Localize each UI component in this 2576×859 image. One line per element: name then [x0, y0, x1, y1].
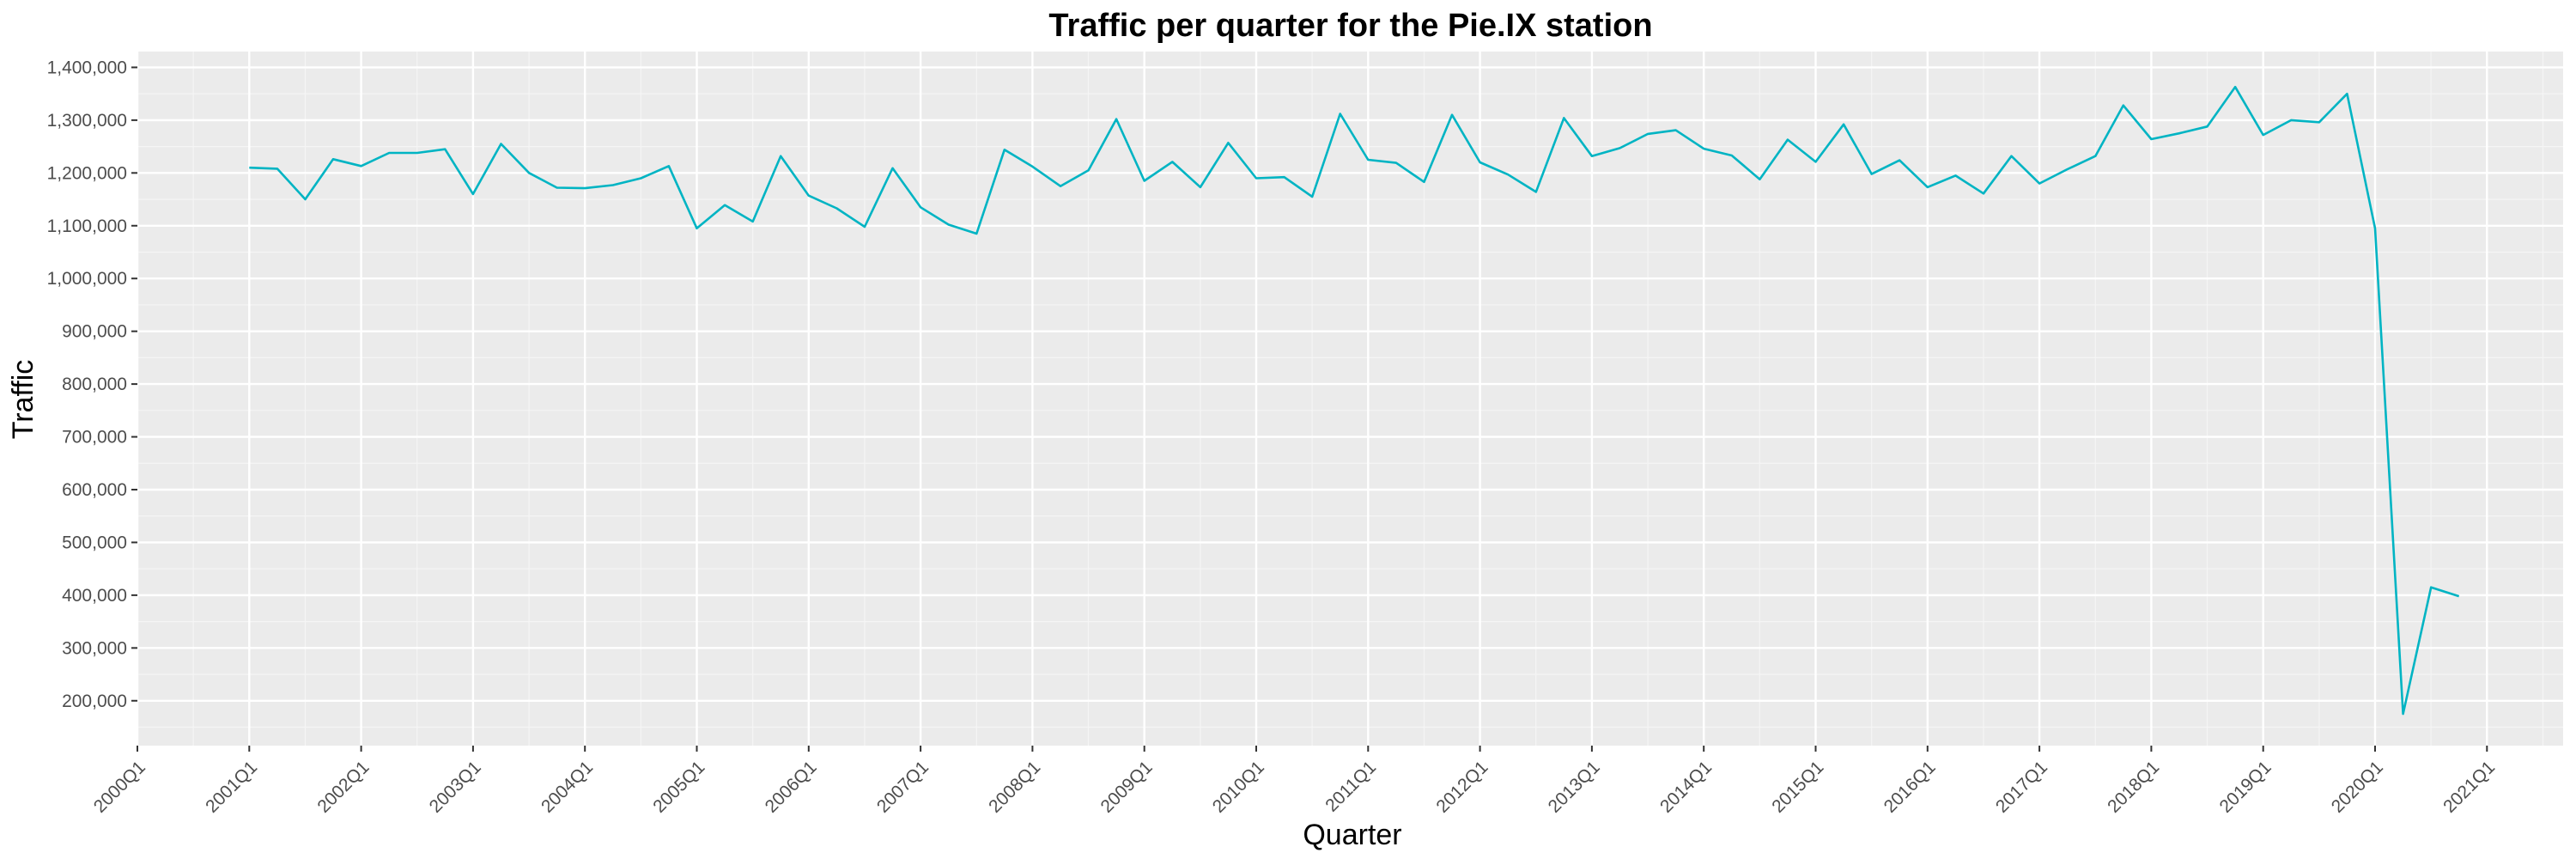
x-axis-title: Quarter [1303, 819, 1401, 851]
y-axis: 200,000 300,000 400,000 500,000 600,000 700,0… [47, 58, 137, 711]
y-tick-label: 1,100,000 [47, 216, 127, 236]
y-tick-label: 900,000 [62, 322, 127, 342]
y-tick-label: 500,000 [62, 533, 127, 552]
y-tick-label: 400,000 [62, 586, 127, 606]
y-tick-label: 700,000 [62, 428, 127, 448]
y-tick-label: 1,200,000 [47, 163, 127, 183]
chart-title: Traffic per quarter for the Pie.IX stati… [1048, 8, 1652, 44]
grid-lines [136, 52, 2563, 746]
y-tick-label: 600,000 [62, 480, 127, 500]
series-layer [249, 85, 2460, 716]
y-tick-label: 1,300,000 [47, 111, 127, 131]
y-tick-label: 1,400,000 [47, 58, 127, 77]
y-tick-label: 800,000 [62, 375, 127, 394]
y-tick-label: 200,000 [62, 691, 127, 711]
y-tick-label: 1,000,000 [47, 269, 127, 289]
y-tick-label: 300,000 [62, 638, 127, 658]
plot-panel [137, 52, 2563, 746]
series-line [249, 85, 2460, 716]
y-axis-title: Traffic [7, 360, 39, 440]
